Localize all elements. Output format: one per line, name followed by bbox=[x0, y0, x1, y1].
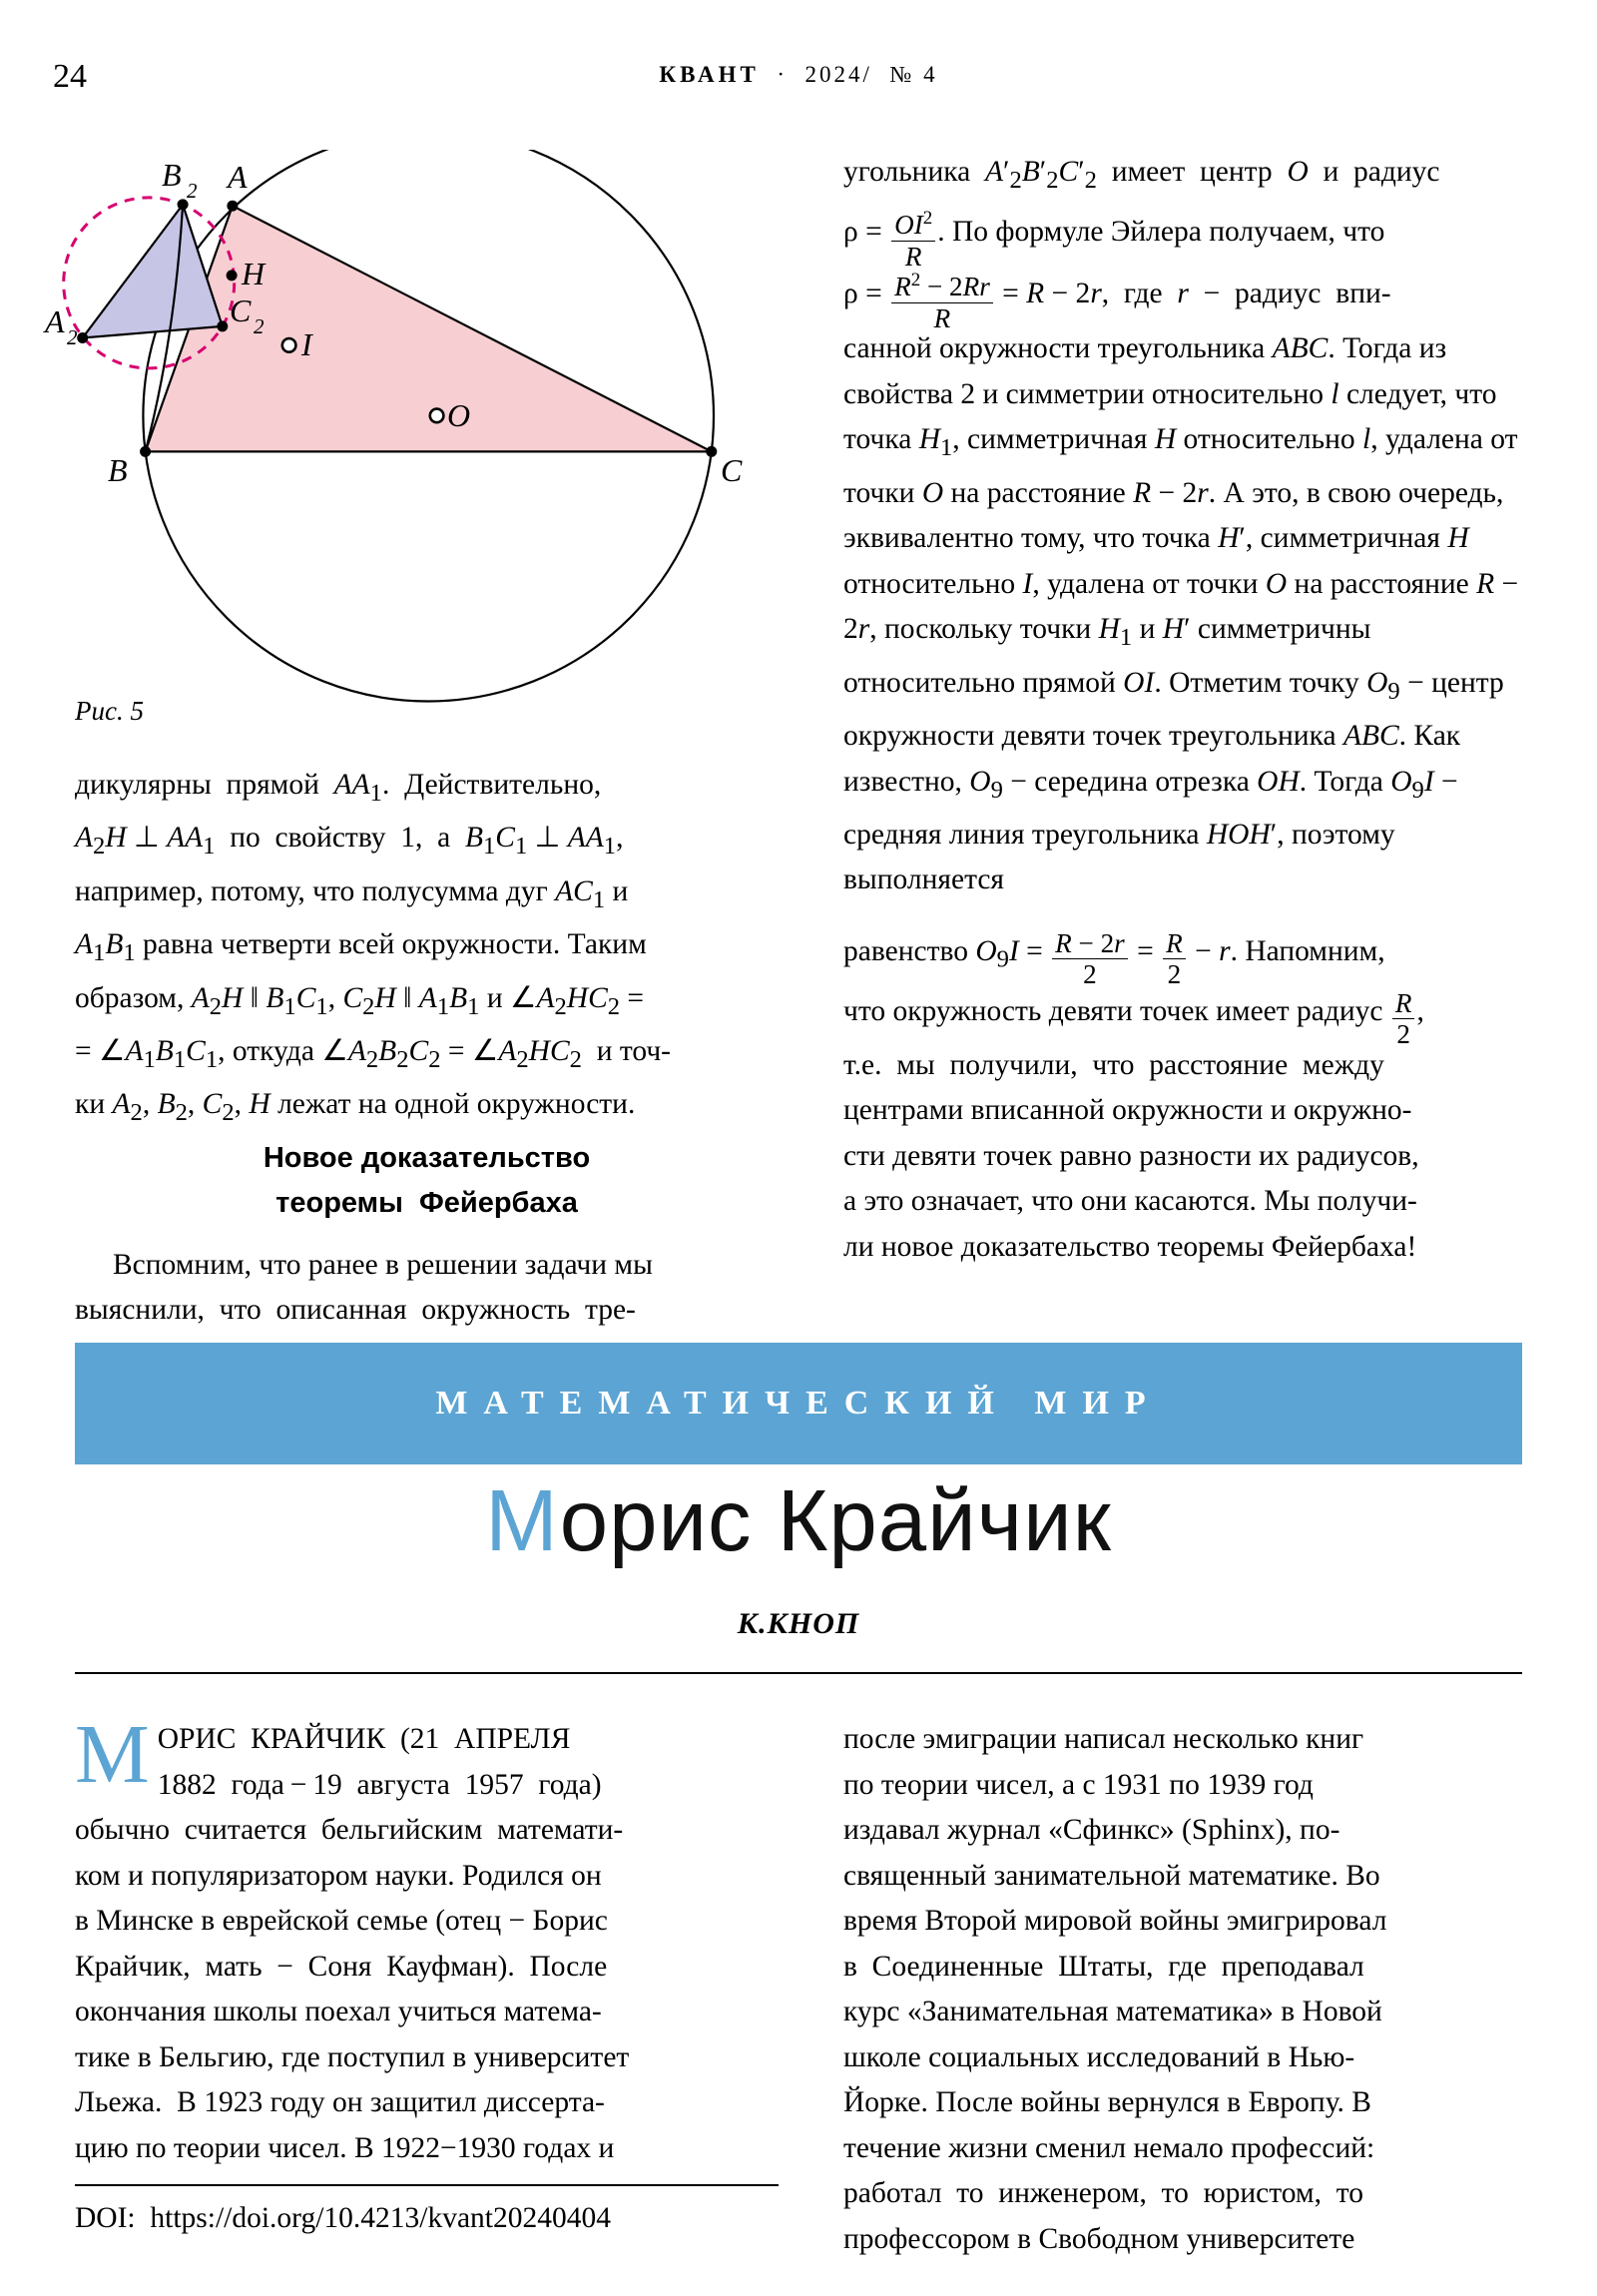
svg-text:C: C bbox=[721, 452, 743, 488]
svg-text:I: I bbox=[300, 326, 313, 362]
svg-text:H: H bbox=[241, 256, 266, 291]
svg-text:C: C bbox=[230, 292, 252, 328]
svg-text:2: 2 bbox=[254, 314, 265, 338]
svg-text:O: O bbox=[447, 397, 470, 433]
svg-text:2: 2 bbox=[67, 325, 78, 349]
svg-text:A: A bbox=[43, 303, 65, 339]
svg-text:B: B bbox=[162, 157, 182, 193]
svg-text:B: B bbox=[108, 452, 128, 488]
svg-text:A: A bbox=[226, 159, 248, 195]
svg-text:2: 2 bbox=[187, 179, 198, 203]
